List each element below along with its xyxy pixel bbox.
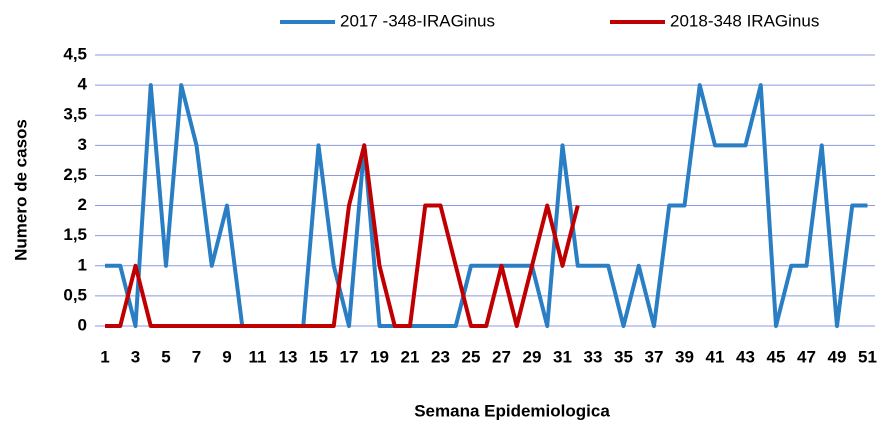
x-tick-label: 31 [553,347,572,366]
y-tick-label: 3,5 [63,105,87,124]
x-tick-label: 7 [192,347,201,366]
x-tick-label: 33 [584,347,603,366]
y-tick-label: 1,5 [63,225,87,244]
x-tick-label: 37 [645,347,664,366]
x-tick-label: 13 [279,347,298,366]
x-tick-label: 29 [523,347,542,366]
x-tick-label: 45 [767,347,786,366]
x-tick-label: 39 [675,347,694,366]
series-line [105,143,580,328]
y-tick-label: 4 [78,75,88,94]
x-tick-label: 17 [340,347,359,366]
x-tick-label: 35 [614,347,633,366]
y-tick-label: 2,5 [63,165,87,184]
y-tick-label: 0 [78,315,87,334]
x-tick-label: 49 [828,347,847,366]
y-tick-label: 0,5 [63,285,87,304]
x-tick-label: 21 [401,347,420,366]
x-tick-label: 3 [131,347,140,366]
x-tick-label: 5 [161,347,170,366]
legend-label: 2017 -348-IRAGinus [340,11,495,30]
x-tick-label: 27 [492,347,511,366]
x-tick-label: 11 [249,347,267,366]
x-axis-label: Semana Epidemiologica [414,401,610,420]
y-axis-label: Numero de casos [11,119,30,261]
x-tick-label: 43 [736,347,755,366]
y-tick-label: 1 [78,255,87,274]
x-tick-label: 41 [706,347,725,366]
x-tick-label: 47 [797,347,816,366]
y-tick-label: 2 [78,195,87,214]
series-line [105,83,868,328]
y-tick-label: 4,5 [63,44,87,63]
legend-label: 2018-348 IRAGinus [670,11,819,30]
x-tick-label: 9 [222,347,231,366]
x-tick-label: 25 [462,347,481,366]
x-tick-label: 15 [309,347,328,366]
x-tick-label: 1 [100,347,109,366]
x-tick-label: 51 [858,347,877,366]
x-tick-label: 23 [431,347,450,366]
y-tick-label: 3 [78,135,87,154]
x-tick-label: 19 [370,347,389,366]
